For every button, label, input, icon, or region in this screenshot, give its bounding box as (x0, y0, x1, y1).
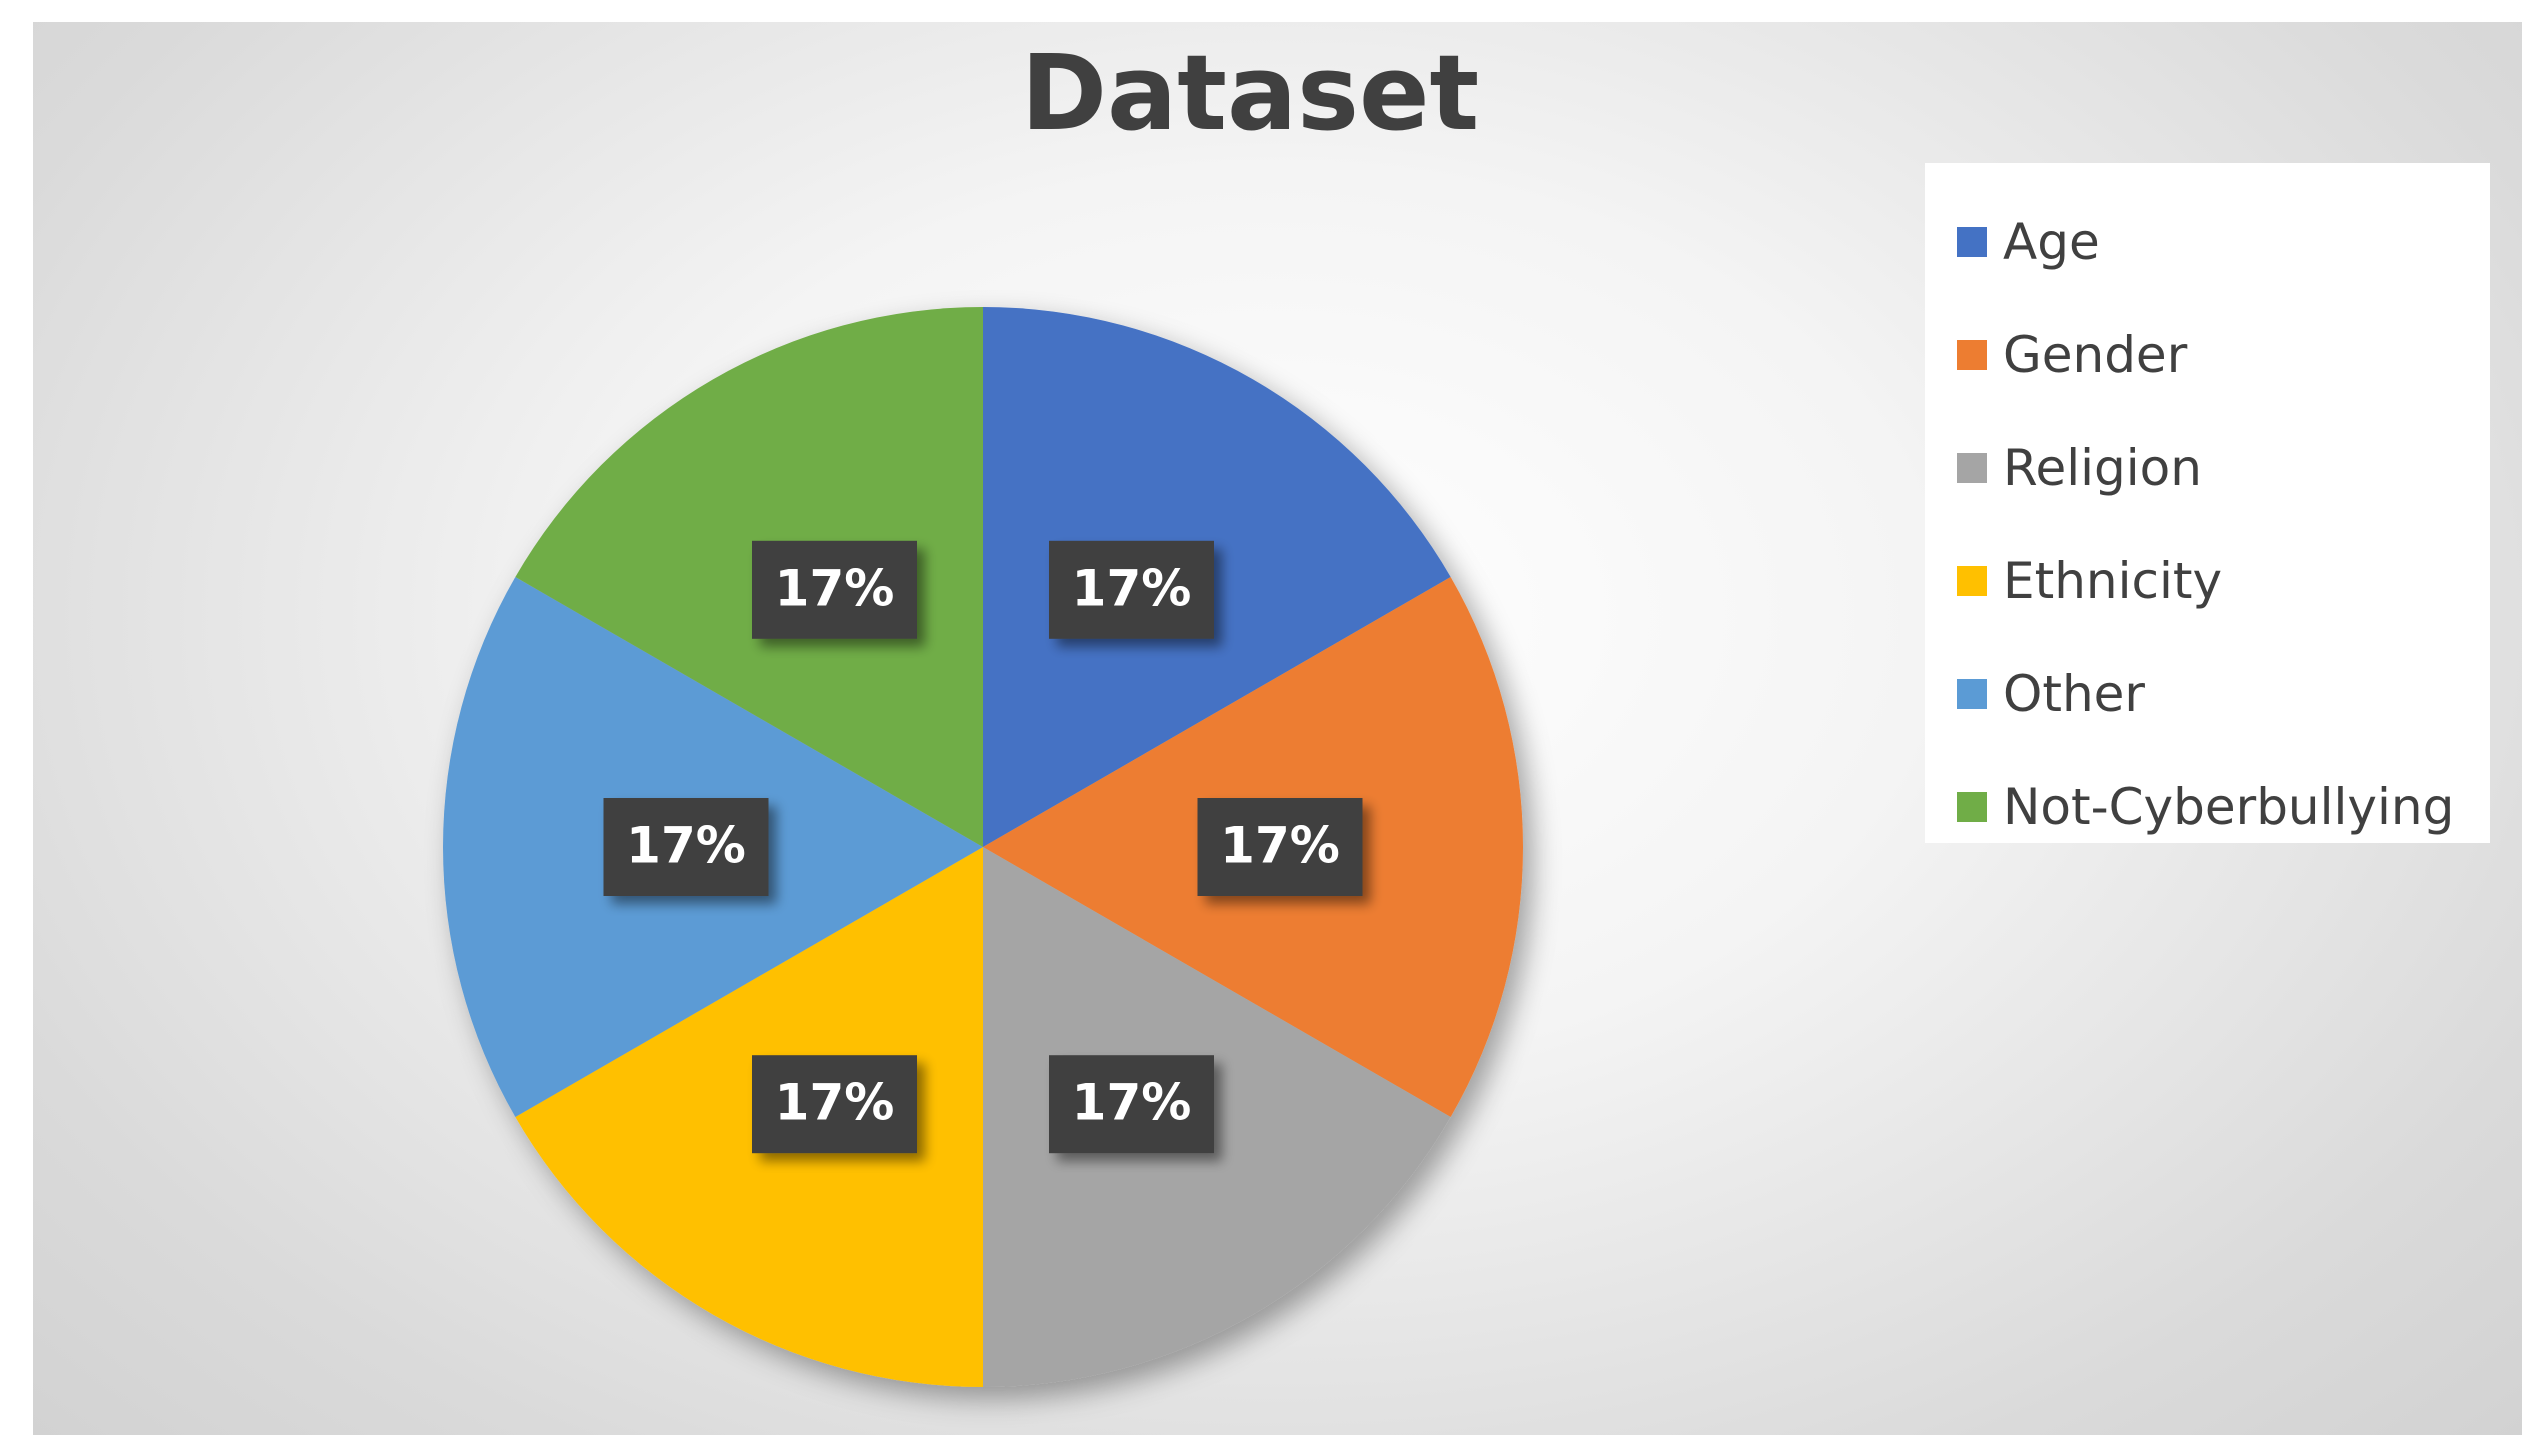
data-label-text: 17% (1220, 817, 1340, 875)
pie-slice-not-cyberbullying (515, 307, 983, 847)
data-label-gender: 17% (1197, 798, 1363, 896)
data-label-age: 17% (1049, 540, 1214, 639)
legend-swatch (1957, 452, 1987, 483)
legend-label: Not-Cyberbullying (2003, 777, 2455, 836)
data-label-not-cyberbullying: 17% (752, 540, 917, 639)
legend-label: Other (2003, 664, 2145, 723)
pie-slice-religion (983, 847, 1451, 1387)
data-label-text: 17% (775, 559, 895, 617)
data-label-box (1197, 798, 1363, 896)
legend-swatch (1957, 226, 1987, 257)
legend-item-gender: Gender (1925, 298, 2490, 411)
pie-slice-ethnicity (515, 847, 983, 1387)
legend-item-ethnicity: Ethnicity (1925, 524, 2490, 637)
chart-title: Dataset (1020, 32, 1480, 154)
legend-swatch (1957, 565, 1987, 596)
legend: Age Gender Religion Ethnicity Other Not-Cyber… (1925, 163, 2490, 843)
legend-item-not-cyberbullying: Not-Cyberbullying (1925, 750, 2490, 863)
legend-label: Religion (2003, 438, 2202, 497)
data-label-text: 17% (775, 1074, 895, 1132)
data-label-ethnicity: 17% (752, 1055, 917, 1154)
legend-swatch (1957, 791, 1987, 822)
data-label-box (1049, 540, 1214, 639)
data-label-other: 17% (603, 798, 769, 896)
data-label-text: 17% (626, 817, 746, 875)
legend-label: Ethnicity (2003, 551, 2223, 610)
legend-label: Age (2003, 212, 2100, 271)
pie-slice-age (983, 307, 1451, 847)
data-label-box (752, 540, 917, 639)
data-label-text: 17% (1072, 1074, 1192, 1132)
data-label-box (752, 1055, 917, 1154)
pie-data-labels: 17% 17% 17% 17% 17% 17% (603, 540, 1363, 1154)
data-label-box (603, 798, 769, 896)
legend-item-religion: Religion (1925, 411, 2490, 524)
legend-item-age: Age (1925, 185, 2490, 298)
data-label-religion: 17% (1049, 1055, 1214, 1154)
data-label-box (1049, 1055, 1214, 1154)
legend-label: Gender (2003, 325, 2188, 384)
legend-swatch (1957, 339, 1987, 370)
legend-swatch (1957, 678, 1987, 709)
data-label-text: 17% (1072, 559, 1192, 617)
legend-item-other: Other (1925, 637, 2490, 750)
